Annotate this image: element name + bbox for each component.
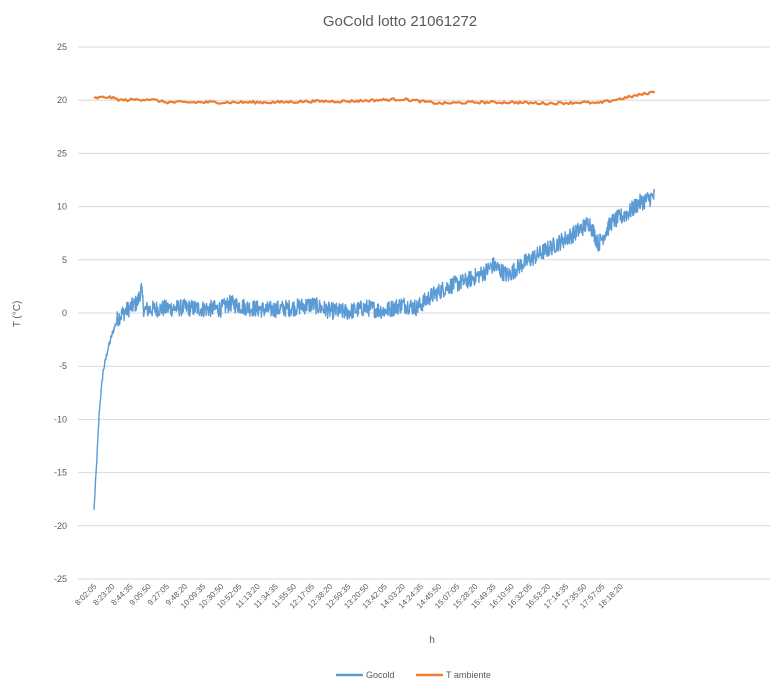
x-axis-title: h [429, 635, 435, 646]
y-tick-label: 25 [57, 42, 67, 52]
y-tick-label: -15 [54, 468, 67, 478]
y-tick-label: 20 [57, 95, 67, 105]
y-tick-label: 25 [57, 148, 67, 158]
series-lines [93, 90, 656, 510]
y-tick-label: -25 [54, 574, 67, 584]
y-tick-label: 10 [57, 202, 67, 212]
y-tick-label: 0 [62, 308, 67, 318]
x-axis-ticks: 8:02:058:23:208:44:359:05:509:27:059:48:… [73, 582, 625, 611]
y-tick-label: 5 [62, 255, 67, 265]
chart-title: GoCold lotto 21061272 [323, 13, 477, 30]
series-line-gocold [93, 188, 656, 510]
y-tick-label: -10 [54, 414, 67, 424]
y-tick-label: -5 [59, 361, 67, 371]
y-tick-label: -20 [54, 521, 67, 531]
legend-label-t-ambiente: T ambiente [446, 670, 491, 680]
legend-label-gocold: Gocold [366, 670, 395, 680]
y-axis-ticks: 25 20 25 10 5 0 -5 -10 -15 -20 -25 [54, 42, 67, 584]
y-axis-title: T (°C) [12, 301, 23, 328]
legend: Gocold T ambiente [336, 670, 491, 680]
series-line-t-ambiente [93, 90, 656, 106]
